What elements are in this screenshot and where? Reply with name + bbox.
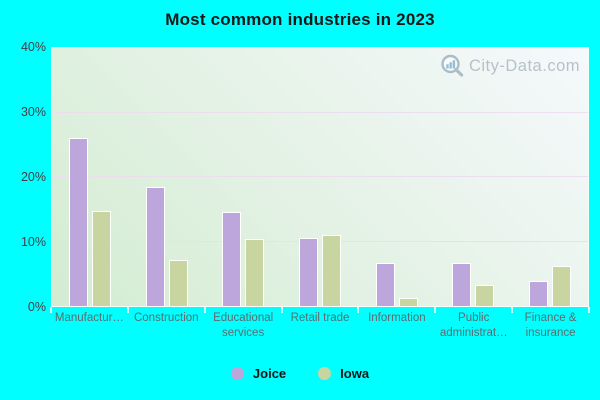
x-axis-label: Information <box>368 312 426 324</box>
x-axis-label: Public administrat… <box>439 312 508 339</box>
x-axis-tick <box>434 307 437 313</box>
legend-swatch-joice-icon <box>230 367 244 380</box>
watermark: City-Data.com <box>439 53 580 80</box>
x-axis-tick <box>280 307 283 313</box>
bar-joice-2 <box>222 212 242 306</box>
legend: Joice Iowa <box>0 366 600 381</box>
bar-groups <box>52 48 588 306</box>
bar-joice-1 <box>145 187 165 306</box>
chart-title: Most common industries in 2023 <box>165 10 435 29</box>
bar-iowa-1 <box>168 259 188 306</box>
bar-group <box>358 48 435 306</box>
bar-iowa-4 <box>398 297 418 306</box>
x-axis-tick <box>203 307 206 313</box>
bar-iowa-5 <box>475 285 495 306</box>
bar-group <box>129 48 206 306</box>
bar-group <box>205 48 282 306</box>
bar-joice-4 <box>375 262 395 306</box>
x-axis-label: Manufactur… <box>54 312 124 324</box>
legend-item-iowa: Iowa <box>318 366 369 381</box>
x-axis-label: Finance & insurance <box>524 312 577 339</box>
y-axis-label: 10% <box>20 235 46 249</box>
bar-group <box>282 48 359 306</box>
x-axis-tick <box>511 307 514 313</box>
watermark-text: City-Data.com <box>468 57 580 75</box>
y-axis-label: 40% <box>20 40 46 54</box>
bar-group <box>511 48 588 306</box>
bar-joice-3 <box>299 238 319 306</box>
bar-joice-0 <box>69 138 89 306</box>
bar-iowa-2 <box>245 238 265 306</box>
x-axis-label: Construction <box>133 312 199 324</box>
gridline-10 <box>52 240 588 242</box>
bar-iowa-6 <box>551 266 571 306</box>
bar-joice-5 <box>452 262 472 306</box>
x-axis-tick <box>126 307 129 313</box>
bar-group <box>435 48 512 306</box>
x-axis-tick <box>50 307 52 313</box>
x-axis-label: Retail trade <box>290 312 350 324</box>
y-axis-label: 0% <box>27 300 46 314</box>
x-axis-label: Educational services <box>213 312 274 339</box>
city-data-logo-icon <box>441 54 464 77</box>
legend-label-joice: Joice <box>252 366 287 381</box>
gridline-30 <box>52 111 588 113</box>
bar-joice-6 <box>528 280 548 306</box>
legend-label-iowa: Iowa <box>340 366 370 381</box>
legend-swatch-iowa-icon <box>318 367 332 380</box>
bar-group <box>52 48 129 306</box>
bar-iowa-3 <box>322 235 342 306</box>
y-axis-label: 30% <box>20 105 46 119</box>
y-axis-label: 20% <box>20 170 46 184</box>
x-axis-tick <box>357 307 360 313</box>
gridline-20 <box>52 176 588 177</box>
plot-area: City-Data.com <box>51 47 589 307</box>
legend-item-joice: Joice <box>230 366 287 381</box>
x-axis-tick <box>588 307 590 313</box>
bar-iowa-0 <box>92 210 112 306</box>
